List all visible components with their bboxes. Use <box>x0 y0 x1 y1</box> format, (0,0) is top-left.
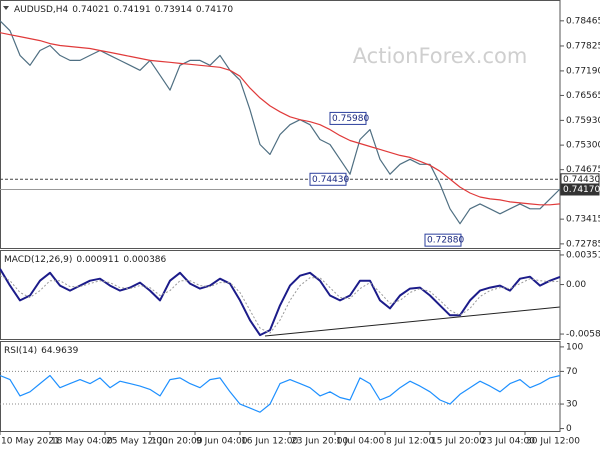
y-tick-label: 0.78465 <box>566 16 600 26</box>
annotation-box <box>424 233 462 247</box>
x-tick-label: 18 May 04:00 <box>51 437 113 447</box>
price-box-label: 0.74170 <box>563 185 600 195</box>
symbol-icon <box>3 6 9 10</box>
x-tick-label: 15 Jul 20:00 <box>431 437 485 447</box>
trend-line <box>264 306 561 337</box>
series-line <box>0 20 561 225</box>
x-tick-label: 25 May 12:00 <box>106 437 168 447</box>
panel-frame <box>0 0 561 249</box>
y-tick-label: 0 <box>566 424 572 434</box>
y-tick-label: 0.72785 <box>566 239 600 249</box>
y-tick-label: 0.00 <box>566 280 586 290</box>
panel-frame <box>0 250 561 340</box>
header-value: 0.74021 <box>72 5 109 15</box>
x-tick-label: 8 Jul 12:00 <box>386 437 435 447</box>
series-line <box>0 268 561 337</box>
y-tick-label: 0.76565 <box>566 91 600 101</box>
y-tick-label: 0.74675 <box>566 165 600 175</box>
x-tick-label: 30 Jul 12:00 <box>526 437 580 447</box>
panel-header: RSI(14) 64.9639 <box>4 346 79 356</box>
y-tick-label: 0.75300 <box>566 141 600 151</box>
y-tick-label: 0.73415 <box>566 215 600 225</box>
header-value: 64.9639 <box>41 346 78 356</box>
y-tick-label: -0.005881 <box>566 330 600 340</box>
panel-title: MACD(12,26,9) <box>4 255 72 265</box>
annotation-label: 0.74430 <box>312 175 349 185</box>
panel-title: AUDUSD,H4 <box>14 5 69 15</box>
series-line <box>0 32 561 206</box>
annotation-label: 0.75980 <box>332 114 369 124</box>
panel-header: MACD(12,26,9) 0.000911 0.000386 <box>4 255 167 265</box>
watermark: ActionForex.com <box>353 44 528 68</box>
panel-frame <box>0 341 561 432</box>
y-tick-label: 0.77190 <box>566 66 600 76</box>
series-line <box>0 275 561 334</box>
y-tick-label: 0.77825 <box>566 41 600 51</box>
y-tick-label: 0.003517 <box>566 250 600 260</box>
x-tick-label: 1 Jun 20:00 <box>151 437 203 447</box>
y-tick-label: 0.75930 <box>566 116 600 126</box>
header-value: 0.000386 <box>123 255 166 265</box>
annotation-box <box>329 111 367 125</box>
header-value: 0.73914 <box>155 5 192 15</box>
y-tick-label: 30 <box>566 400 578 410</box>
panel-header: AUDUSD,H4 0.74021 0.74191 0.73914 0.74170 <box>14 5 233 15</box>
panel-title: RSI(14) <box>4 346 37 356</box>
x-tick-label: 23 Jul 04:00 <box>481 437 535 447</box>
annotation-label: 0.72880 <box>427 236 464 246</box>
x-tick-label: 9 Jun 04:00 <box>196 437 248 447</box>
header-value: 0.74191 <box>113 5 150 15</box>
x-tick-label: 1 Jul 04:00 <box>336 437 385 447</box>
annotation-box <box>309 172 347 186</box>
x-tick-label: 23 Jun 20:00 <box>291 437 348 447</box>
y-tick-label: 100 <box>566 342 583 352</box>
header-value: 0.000911 <box>76 255 119 265</box>
series-line <box>0 374 561 413</box>
x-tick-label: 10 May 2021 <box>1 437 60 447</box>
price-box-label: 0.74430 <box>563 175 600 185</box>
header-value: 0.74170 <box>196 5 233 15</box>
x-tick-label: 16 Jun 12:00 <box>241 437 298 447</box>
y-tick-label: 70 <box>566 367 578 377</box>
price-box <box>560 183 600 196</box>
